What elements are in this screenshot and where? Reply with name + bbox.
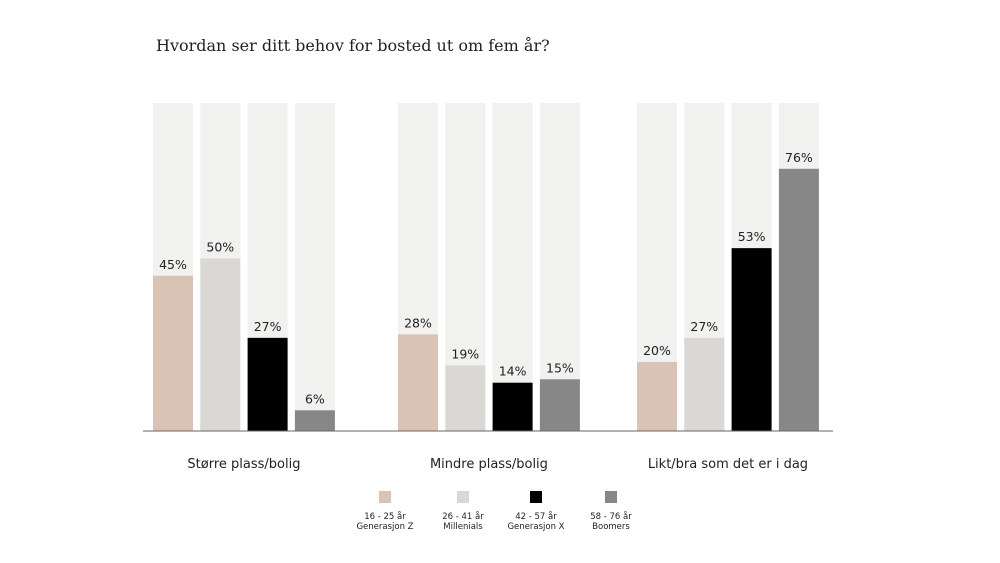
legend-label: 42 - 57 år [515,511,557,522]
data-label: 27% [254,319,282,334]
data-label: 19% [451,346,479,361]
bar [637,362,677,431]
bar [153,275,193,431]
category-label: Mindre plass/bolig [430,457,548,472]
data-label: 50% [206,240,234,255]
bar [445,365,486,431]
data-label: 53% [738,229,766,244]
category-label: Likt/bra som det er i dag [648,457,808,472]
bar [398,334,438,431]
legend-label: Generasjon Z [356,522,413,532]
bar [778,168,819,432]
legend-swatch [457,491,469,503]
legend-label: 26 - 41 år [442,511,484,522]
data-label: 76% [785,150,813,165]
data-label: 28% [404,315,432,330]
bar [492,382,533,431]
background-bar [539,103,580,431]
bar [539,379,580,431]
data-label: 27% [690,319,718,334]
bar [684,337,725,431]
legend-swatch [530,491,542,503]
chart-title: Hvordan ser ditt behov for bosted ut om … [156,36,550,55]
bar [200,258,241,431]
data-label: 45% [159,257,187,272]
background-bar [294,103,335,431]
data-label: 20% [643,343,671,358]
bar [294,410,335,431]
data-label: 14% [499,364,527,379]
legend-label: 16 - 25 år [364,511,406,522]
bar [731,248,772,431]
category-label: Større plass/bolig [187,457,300,472]
legend-swatch [379,491,391,503]
legend-swatch [605,491,617,503]
background-bar [492,103,533,431]
data-label: 6% [305,391,325,406]
legend-label: 58 - 76 år [590,511,632,522]
legend-label: Boomers [592,522,630,532]
bar [247,337,288,431]
legend-label: Generasjon X [507,522,564,532]
data-label: 15% [546,360,574,375]
legend-label: Millenials [443,522,483,532]
